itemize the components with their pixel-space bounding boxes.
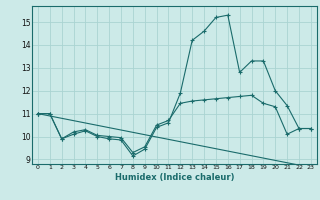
X-axis label: Humidex (Indice chaleur): Humidex (Indice chaleur) [115, 173, 234, 182]
